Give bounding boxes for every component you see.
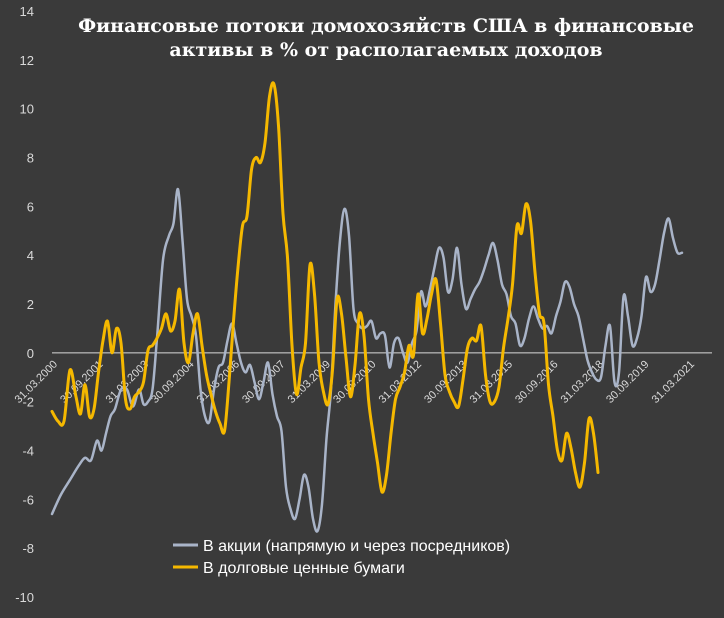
y-axis-labels: 14 12 10 8 6 4 2 0 -2 -4 -6 -8 -10 [15, 4, 34, 605]
series-line-equities [50, 187, 684, 533]
y-tick-label: 10 [20, 102, 34, 117]
chart-title-line-2: активы в % от располагаемых доходов [169, 39, 602, 61]
series-layer [50, 81, 684, 533]
legend: В акции (напрямую и через посредников) В… [173, 538, 510, 577]
chart-title-line-1: Финансовые потоки домохозяйств США в фин… [78, 15, 694, 37]
y-tick-label: 4 [27, 248, 34, 263]
legend-label-debt: В долговые ценные бумаги [203, 560, 405, 577]
y-tick-label: 0 [27, 346, 34, 361]
y-tick-label: 6 [27, 199, 34, 214]
legend-label-equities: В акции (напрямую и через посредников) [203, 538, 510, 555]
y-tick-label: -8 [22, 541, 34, 556]
y-tick-label: 14 [20, 4, 34, 19]
series-line-debt [50, 81, 600, 494]
y-tick-label: -6 [22, 492, 34, 507]
y-tick-label: -10 [15, 590, 34, 605]
y-tick-label: 12 [20, 53, 34, 68]
y-tick-label: -4 [22, 444, 34, 459]
y-tick-label: -2 [22, 395, 34, 410]
y-tick-label: 2 [27, 297, 34, 312]
y-tick-label: 8 [27, 151, 34, 166]
